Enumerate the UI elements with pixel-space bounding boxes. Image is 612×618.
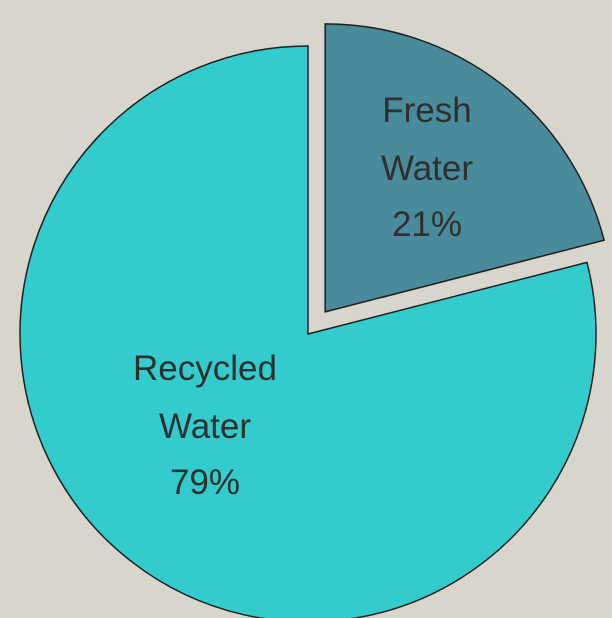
pie-slices	[19, 23, 606, 618]
pie-slice-fresh-water	[324, 23, 606, 313]
slice-label-fresh-line2: Water	[381, 149, 473, 188]
slice-label-recycled-line1: Recycled	[133, 349, 277, 388]
slice-label-recycled-line2: Water	[159, 407, 251, 446]
slice-label-fresh-line1: Fresh	[382, 91, 471, 130]
pie-slice-recycled-water	[19, 45, 597, 618]
slice-label-fresh-water: Fresh Water 21%	[381, 91, 473, 244]
slice-label-fresh-percent: 21%	[392, 205, 462, 244]
slice-label-recycled-percent: 79%	[170, 463, 240, 502]
slice-label-recycled-water: Recycled Water 79%	[133, 349, 277, 502]
